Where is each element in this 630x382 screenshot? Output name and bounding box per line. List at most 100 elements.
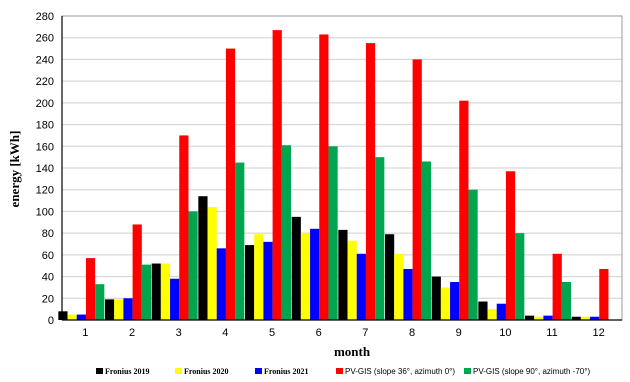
bar [505,171,516,320]
bar [160,263,171,320]
legend-label: PV-GIS (slope 36°, azimuth 0°) [345,367,455,376]
y-tick-label: 140 [36,163,54,175]
bar [468,189,478,320]
legend-label: Fronius 2019 [105,367,150,376]
bar [328,146,338,320]
y-tick-label: 0 [48,315,54,327]
bar [365,43,376,321]
bar [188,211,198,320]
bar [552,253,562,320]
legend-label: Fronius 2020 [184,367,229,376]
bar [534,316,544,320]
bar [421,161,431,320]
bar [394,253,404,320]
x-tick-label: 7 [362,327,368,339]
x-tick-label: 4 [222,327,228,339]
y-tick-label: 280 [36,11,54,23]
y-tick-label: 120 [36,185,54,197]
y-tick-label: 220 [36,76,54,88]
x-tick-label: 11 [546,327,557,339]
bar [440,287,451,320]
bar [450,282,460,320]
x-tick-label: 6 [316,327,322,339]
bar [76,314,86,320]
bar [319,34,329,320]
bar [356,253,366,320]
bar [459,100,469,320]
bar [599,268,609,320]
bar [347,240,357,320]
bar [207,207,217,320]
bar [590,316,600,320]
bars [58,30,609,321]
legend-swatch [336,368,343,374]
bar [132,224,142,320]
y-tick-label: 240 [36,54,54,66]
bar [105,299,115,320]
y-tick-label: 100 [36,206,54,218]
x-tick-label: 9 [456,327,462,339]
bar [580,316,591,320]
bar [179,135,189,320]
bar [338,229,348,320]
bar [525,315,535,320]
bar [198,196,208,320]
x-tick-label: 2 [129,327,135,339]
y-tick-label: 180 [36,120,54,132]
bar [385,234,395,320]
bar [225,48,236,320]
bar [310,228,320,320]
y-tick-label: 200 [36,98,54,110]
bar [67,314,77,320]
bar [254,234,264,320]
bar [58,311,68,320]
bar [141,264,151,320]
bar [95,284,105,320]
bar [543,315,553,320]
bar [431,276,441,320]
y-tick-label: 160 [36,141,54,153]
bar [245,245,255,320]
bar [412,59,422,321]
x-axis-label: month [334,344,371,359]
bar [300,233,311,320]
bar [291,216,301,320]
legend-swatch [464,368,471,374]
bar [281,145,291,320]
legend-swatch [96,368,103,374]
bar [114,299,124,320]
x-tick-label: 1 [82,327,88,339]
bar [123,298,133,320]
bar [496,303,506,320]
legend: Fronius 2019 Fronius 2020 Fronius 2021 PV-G… [96,367,590,376]
x-tick-label: 10 [499,327,511,339]
bar [170,278,180,320]
bar [403,268,413,320]
bar [216,248,226,320]
legend-swatch [175,368,182,374]
legend-label: Fronius 2021 [264,367,309,376]
x-tick-label: 3 [176,327,182,339]
y-tick-label: 260 [36,33,54,45]
bar [235,162,245,320]
bar [561,282,571,320]
y-tick-label: 40 [42,272,54,284]
x-tick-label: 8 [409,327,415,339]
y-axis-label: energy [kWh] [7,131,22,208]
bar [571,316,581,320]
x-tick-labels: 1 2 3 4 5 6 7 8 9 10 11 12 [82,327,605,339]
y-tick-label: 80 [42,228,54,240]
y-tick-labels: 0 20 40 60 80 100 120 140 160 180 200 220 240 260 280 [36,11,54,327]
legend-label: PV-GIS (slope 90°, azimuth -70°) [473,367,590,376]
axes [61,15,623,321]
bar [478,301,488,320]
x-tick-label: 12 [593,327,605,339]
legend-swatch [255,368,262,374]
bar [151,263,161,320]
x-tick-label: 5 [269,327,275,339]
bar [487,309,497,320]
bar [263,241,273,320]
y-tick-label: 60 [42,250,54,262]
